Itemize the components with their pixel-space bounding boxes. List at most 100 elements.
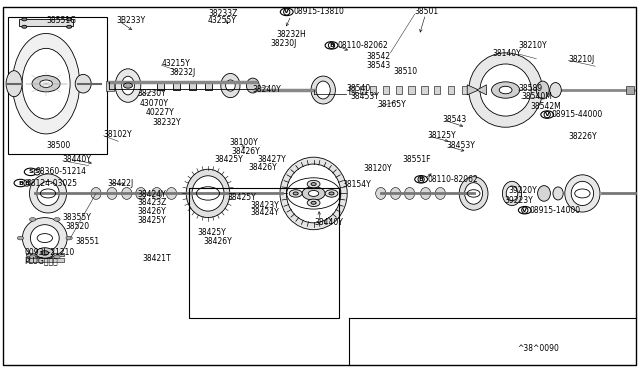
Ellipse shape: [506, 186, 518, 201]
Ellipse shape: [420, 187, 431, 199]
Bar: [173, 81, 180, 90]
Text: 38226Y: 38226Y: [568, 132, 597, 141]
Bar: [434, 86, 440, 94]
Text: 38421T: 38421T: [142, 254, 171, 263]
Ellipse shape: [29, 174, 67, 213]
Ellipse shape: [435, 187, 445, 199]
Text: V: V: [545, 112, 550, 117]
Text: 38551F: 38551F: [402, 155, 431, 164]
Text: 38425Y: 38425Y: [138, 216, 166, 225]
Text: 38500: 38500: [46, 141, 70, 150]
Text: S: S: [35, 169, 40, 174]
Ellipse shape: [12, 33, 80, 134]
Ellipse shape: [76, 74, 92, 93]
Text: 38501: 38501: [415, 7, 439, 16]
Bar: [205, 81, 212, 90]
Text: 38232H: 38232H: [276, 30, 306, 39]
Circle shape: [32, 76, 60, 92]
Circle shape: [54, 255, 60, 259]
Text: 38453Y: 38453Y: [351, 92, 380, 101]
Text: V: V: [522, 208, 527, 213]
Ellipse shape: [280, 157, 348, 230]
Circle shape: [492, 82, 520, 98]
Text: 38355Y: 38355Y: [63, 213, 92, 222]
Ellipse shape: [115, 69, 141, 102]
Text: S: S: [28, 169, 33, 174]
Ellipse shape: [221, 74, 240, 98]
Text: B: B: [419, 177, 424, 182]
Circle shape: [40, 80, 52, 87]
Text: 08915-44000: 08915-44000: [552, 110, 603, 119]
Text: 38542M: 38542M: [530, 102, 561, 110]
Text: 39223Y: 39223Y: [504, 196, 533, 205]
Text: PLUGプラグ: PLUGプラグ: [24, 257, 58, 266]
Text: 38230J: 38230J: [270, 39, 296, 48]
Text: 38240Y: 38240Y: [253, 85, 282, 94]
Circle shape: [24, 168, 37, 176]
Circle shape: [415, 176, 428, 183]
Ellipse shape: [122, 187, 132, 199]
Ellipse shape: [107, 187, 117, 199]
Text: 08110-82062: 08110-82062: [428, 175, 478, 184]
Text: 38425Y: 38425Y: [197, 228, 226, 237]
Text: 38543: 38543: [443, 115, 467, 124]
Text: 40227Y: 40227Y: [146, 108, 175, 117]
Ellipse shape: [91, 187, 101, 199]
Circle shape: [293, 192, 298, 195]
Text: 08110-82062: 08110-82062: [338, 41, 388, 50]
Ellipse shape: [152, 187, 162, 199]
Text: 38120Y: 38120Y: [364, 164, 392, 173]
Ellipse shape: [246, 78, 259, 93]
Text: 38423Y: 38423Y: [251, 201, 280, 210]
Ellipse shape: [192, 176, 224, 211]
Text: 38102Y: 38102Y: [104, 130, 132, 139]
Text: B: B: [329, 43, 334, 48]
Ellipse shape: [31, 225, 60, 251]
Ellipse shape: [465, 183, 483, 204]
Ellipse shape: [538, 186, 550, 201]
Text: 38520: 38520: [65, 222, 90, 231]
Text: 38426Y: 38426Y: [248, 163, 277, 172]
Ellipse shape: [186, 169, 230, 218]
Text: B: B: [329, 43, 334, 48]
Text: 08360-51214: 08360-51214: [35, 167, 86, 176]
Text: 38233Z: 38233Z: [208, 9, 237, 17]
Text: 43255Y: 43255Y: [208, 16, 237, 25]
Bar: [383, 86, 389, 94]
Circle shape: [329, 192, 334, 195]
Text: 38427Y: 38427Y: [257, 155, 286, 164]
Circle shape: [311, 183, 316, 186]
Text: 38426Y: 38426Y: [232, 147, 260, 156]
Bar: [448, 86, 454, 94]
Bar: [360, 86, 366, 94]
Text: 38140Y: 38140Y: [493, 49, 522, 58]
Text: B: B: [18, 180, 23, 186]
Circle shape: [36, 248, 54, 258]
Ellipse shape: [404, 187, 415, 199]
Text: B: B: [419, 177, 424, 182]
Bar: [462, 86, 468, 94]
Circle shape: [29, 255, 36, 259]
Text: 38423Z: 38423Z: [138, 198, 167, 207]
Ellipse shape: [311, 76, 335, 104]
Circle shape: [499, 86, 512, 94]
Ellipse shape: [287, 164, 341, 223]
Ellipse shape: [36, 182, 60, 205]
Text: 38232J: 38232J: [170, 68, 196, 77]
Circle shape: [308, 190, 319, 196]
Text: 08124-03025: 08124-03025: [27, 179, 78, 187]
Circle shape: [325, 42, 338, 49]
Bar: [26, 253, 64, 256]
Circle shape: [67, 18, 72, 21]
Ellipse shape: [22, 48, 70, 119]
Ellipse shape: [571, 182, 594, 205]
Ellipse shape: [390, 187, 401, 199]
Text: B: B: [24, 180, 29, 186]
Ellipse shape: [502, 182, 522, 205]
Text: 38510: 38510: [394, 67, 418, 76]
Text: 38210Y: 38210Y: [518, 41, 547, 50]
Ellipse shape: [460, 177, 488, 210]
Text: ^38^0090: ^38^0090: [517, 344, 559, 353]
Circle shape: [41, 251, 49, 255]
Text: V: V: [284, 9, 289, 15]
